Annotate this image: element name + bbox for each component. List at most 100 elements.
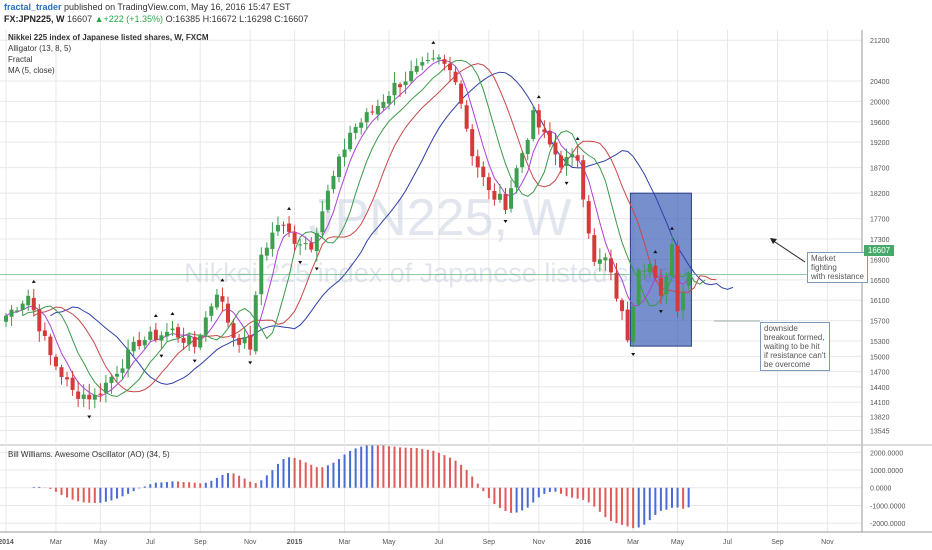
- time-tick-label: Sep: [771, 539, 784, 546]
- candle-down: [220, 296, 225, 302]
- fractal-up-marker: [31, 279, 36, 283]
- candle-down: [281, 224, 286, 226]
- candle-down: [542, 129, 547, 133]
- fractal-markers: [31, 40, 674, 419]
- author-link[interactable]: fractal_trader: [4, 2, 62, 12]
- legend-alligator[interactable]: Alligator (13, 8, 5): [8, 44, 72, 53]
- fractal-down-marker: [503, 219, 508, 223]
- candle-up: [414, 66, 419, 72]
- price-tick-label: 14700: [870, 370, 890, 377]
- candle-down: [65, 377, 70, 380]
- fractal-up-marker: [536, 95, 541, 99]
- ma-5-line: [5, 59, 689, 398]
- candle-up: [314, 233, 319, 252]
- time-tick-label: Jul: [146, 539, 155, 546]
- price-tick-label: 15700: [870, 319, 890, 326]
- close-value: C:16607: [274, 14, 309, 24]
- candle-down: [98, 393, 103, 395]
- price-tick-label: 15000: [870, 354, 890, 361]
- candle-down: [620, 300, 625, 312]
- fractal-up-marker: [153, 313, 158, 317]
- candle-up: [359, 122, 364, 128]
- candle-up: [670, 244, 674, 277]
- candle-up: [425, 60, 430, 62]
- oscillator-title[interactable]: Bill Williams. Awesome Oscillator (AO) (…: [8, 450, 170, 459]
- alligator-teeth-line: [33, 63, 717, 393]
- candle-up: [142, 340, 147, 346]
- candle-up: [409, 71, 414, 82]
- candle-up: [686, 274, 691, 286]
- candle-up: [126, 349, 131, 369]
- last-price-label: 16607: [864, 245, 894, 256]
- candle-up: [364, 112, 369, 123]
- fractal-down-marker: [564, 181, 569, 185]
- candle-up: [214, 294, 219, 308]
- publish-line: fractal_trader published on TradingView.…: [4, 2, 291, 12]
- candle-up: [26, 295, 31, 306]
- candle-down: [309, 242, 314, 250]
- candles: [4, 49, 691, 410]
- chart-header: fractal_trader published on TradingView.…: [0, 0, 932, 30]
- candle-down: [192, 336, 197, 347]
- candle-down: [59, 367, 64, 378]
- arrowhead-icon: [770, 238, 777, 244]
- candle-up: [681, 292, 686, 311]
- candle-up: [320, 211, 325, 233]
- legend-fractal[interactable]: Fractal: [8, 55, 33, 64]
- price-tick-label: 13820: [870, 414, 890, 421]
- candle-up: [509, 188, 514, 209]
- candle-down: [176, 327, 181, 338]
- ao-tick-label: 0.0000: [870, 486, 892, 493]
- candle-up: [109, 376, 114, 383]
- candle-up: [187, 335, 192, 345]
- fractal-up-marker: [575, 136, 580, 140]
- price-tick-label: 19200: [870, 140, 890, 147]
- ao-tick-label: -1000.0000: [870, 503, 906, 510]
- candle-up: [375, 106, 380, 115]
- candle-up: [631, 306, 636, 343]
- time-tick-label: Nov: [244, 539, 257, 546]
- market-resistance-note: Market fighting with resistance: [807, 252, 868, 283]
- ao-tick-label: 1000.0000: [870, 468, 903, 475]
- fractal-up-marker: [653, 250, 658, 254]
- up-arrow-icon: ▲: [94, 14, 104, 24]
- fractal-up-marker: [670, 226, 674, 230]
- time-tick-label: May: [382, 539, 396, 546]
- candle-down: [486, 177, 491, 191]
- price-tick-label: 14100: [870, 400, 890, 407]
- candle-up: [331, 175, 336, 190]
- candle-down: [658, 277, 663, 296]
- candle-down: [470, 129, 475, 157]
- price-tick-label: 15300: [870, 339, 890, 346]
- candle-down: [536, 110, 541, 128]
- candle-down: [675, 245, 680, 312]
- candle-up: [381, 101, 386, 109]
- candle-down: [37, 309, 42, 332]
- price-tick-label: 17300: [870, 237, 890, 244]
- candle-up: [4, 315, 8, 322]
- candle-up: [520, 153, 525, 168]
- alligator-lips-line: [22, 59, 706, 398]
- candle-up: [270, 232, 275, 250]
- candle-up: [431, 58, 436, 60]
- time-tick-label: Mar: [627, 539, 640, 546]
- fractal-down-marker: [658, 310, 663, 314]
- low-value: L:16298: [239, 14, 272, 24]
- symbol-label[interactable]: FX:JPN225, W: [4, 14, 65, 24]
- candle-down: [614, 272, 619, 299]
- candle-down: [592, 235, 597, 262]
- fractal-down-marker: [248, 361, 253, 365]
- ao-histogram: [32, 444, 690, 529]
- candle-down: [453, 71, 458, 83]
- fractal-up-marker: [431, 40, 436, 44]
- candle-down: [481, 166, 486, 178]
- legend-ma[interactable]: MA (5, close): [8, 66, 55, 75]
- candle-down: [137, 339, 142, 347]
- time-tick-label: Nov: [533, 539, 546, 546]
- candle-down: [76, 391, 81, 399]
- candle-up: [9, 309, 14, 317]
- chart-legend-title[interactable]: Nikkei 225 index of Japanese listed shar…: [8, 33, 209, 42]
- candle-up: [342, 149, 347, 158]
- candle-up: [420, 62, 425, 66]
